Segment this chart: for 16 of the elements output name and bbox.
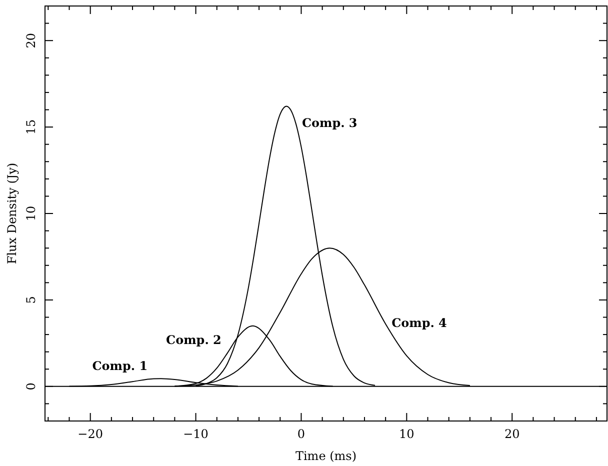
y-tick-label: 10 (24, 206, 38, 222)
annotation: Comp. 4 (392, 316, 447, 330)
x-tick-label: 20 (504, 427, 520, 441)
annotation: Comp. 2 (166, 333, 222, 348)
x-tick-label: −10 (183, 427, 208, 441)
x-tick-label: 10 (399, 427, 414, 441)
y-axis-title: Flux Density (Jy) (5, 162, 19, 264)
y-tick-label: 20 (24, 32, 38, 48)
y-tick-label: 5 (24, 296, 38, 304)
x-tick-label: −20 (78, 427, 104, 441)
y-tick-label: 15 (24, 119, 38, 135)
x-tick-label: 0 (297, 427, 306, 441)
annotation: Comp. 1 (92, 358, 148, 373)
annotation: Comp. 3 (302, 116, 358, 130)
y-tick-label: 0 (24, 382, 38, 390)
x-axis-title: Time (ms) (295, 449, 357, 463)
